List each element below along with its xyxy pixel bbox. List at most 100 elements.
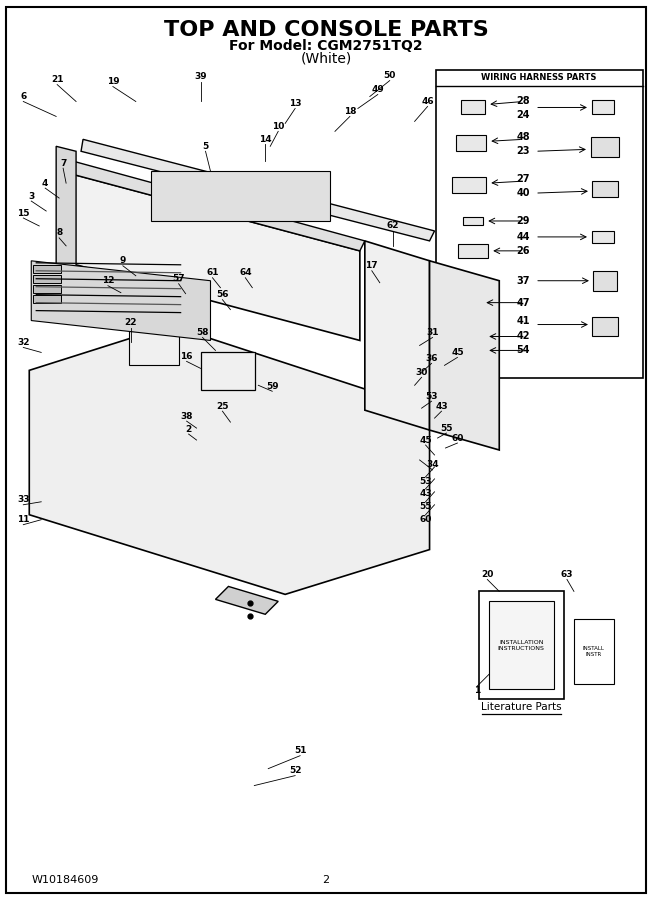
Bar (33, 284, 61, 292)
Text: 12: 12 (102, 276, 114, 285)
Bar (592, 101, 614, 114)
Bar (462, 101, 485, 114)
Text: 13: 13 (289, 99, 301, 108)
Text: 63: 63 (561, 570, 573, 579)
Bar (464, 217, 483, 225)
Text: 46: 46 (421, 97, 434, 106)
Text: 31: 31 (426, 328, 439, 337)
Text: 45: 45 (451, 348, 464, 357)
Text: 39: 39 (194, 72, 207, 81)
Bar (452, 177, 486, 194)
Text: 29: 29 (516, 216, 530, 226)
Text: 40: 40 (516, 188, 530, 198)
Text: 4: 4 (42, 178, 48, 187)
Text: 53: 53 (425, 392, 437, 400)
Text: 60: 60 (419, 515, 432, 524)
Text: 52: 52 (289, 766, 301, 775)
Text: 60: 60 (451, 434, 464, 443)
Text: 43: 43 (419, 490, 432, 499)
Text: 38: 38 (181, 411, 193, 420)
Bar (129, 330, 179, 365)
Bar (489, 601, 554, 689)
Text: 33: 33 (17, 495, 29, 504)
Text: 17: 17 (366, 261, 378, 270)
Polygon shape (430, 261, 499, 450)
Text: 49: 49 (372, 85, 384, 94)
Bar (33, 265, 61, 273)
Text: 42: 42 (516, 331, 530, 341)
Text: INSTALLATION
INSTRUCTIONS: INSTALLATION INSTRUCTIONS (497, 640, 544, 651)
Polygon shape (215, 587, 278, 615)
Text: 53: 53 (419, 477, 432, 486)
Text: 2: 2 (185, 425, 192, 434)
Text: 54: 54 (516, 346, 530, 356)
Text: 1: 1 (474, 687, 481, 696)
Bar (33, 274, 61, 283)
Text: 23: 23 (516, 147, 530, 157)
Text: 8: 8 (56, 229, 63, 238)
Text: 48: 48 (516, 132, 530, 142)
Text: 21: 21 (51, 75, 63, 84)
Polygon shape (61, 159, 365, 251)
Text: 47: 47 (516, 298, 530, 308)
Polygon shape (31, 261, 211, 340)
Text: 15: 15 (17, 209, 29, 218)
Text: 55: 55 (419, 502, 432, 511)
Text: 58: 58 (196, 328, 209, 337)
Bar (592, 181, 617, 197)
Text: 25: 25 (216, 401, 229, 410)
Text: 34: 34 (426, 461, 439, 470)
Text: 59: 59 (266, 382, 278, 391)
Text: 45: 45 (419, 436, 432, 445)
Text: 9: 9 (120, 256, 126, 266)
Text: TOP AND CONSOLE PARTS: TOP AND CONSOLE PARTS (164, 20, 488, 40)
Text: (White): (White) (301, 51, 351, 66)
Text: 57: 57 (172, 274, 185, 284)
Text: 62: 62 (387, 221, 399, 230)
Bar (462, 346, 484, 356)
Text: 2: 2 (323, 875, 329, 886)
Text: 32: 32 (17, 338, 29, 347)
Bar (462, 331, 484, 341)
Text: 16: 16 (181, 352, 193, 361)
Bar (456, 135, 486, 151)
Text: 36: 36 (425, 354, 437, 363)
Text: Literature Parts: Literature Parts (481, 702, 561, 712)
Polygon shape (61, 171, 360, 340)
Bar (458, 244, 488, 257)
Text: 30: 30 (415, 368, 428, 377)
Text: 7: 7 (60, 158, 67, 167)
Text: 11: 11 (17, 515, 29, 524)
Bar (460, 293, 482, 311)
Bar (479, 591, 564, 699)
Text: 51: 51 (294, 746, 306, 755)
Bar (593, 271, 617, 291)
Text: 14: 14 (259, 135, 272, 144)
Text: 28: 28 (516, 96, 530, 106)
Polygon shape (56, 147, 76, 271)
Text: 56: 56 (216, 290, 229, 299)
Bar (33, 294, 61, 302)
Text: 5: 5 (202, 142, 209, 151)
Bar (592, 231, 614, 243)
Bar (592, 317, 617, 337)
Text: 19: 19 (106, 77, 119, 86)
Text: 3: 3 (28, 192, 35, 201)
Bar (201, 353, 256, 391)
Text: 50: 50 (383, 71, 396, 80)
Bar (436, 69, 643, 378)
Bar (574, 619, 614, 684)
Text: 10: 10 (272, 122, 284, 130)
Polygon shape (29, 326, 430, 594)
Text: For Model: CGM2751TQ2: For Model: CGM2751TQ2 (230, 39, 422, 53)
Bar (591, 138, 619, 157)
Text: 64: 64 (239, 268, 252, 277)
Text: WIRING HARNESS PARTS: WIRING HARNESS PARTS (481, 73, 597, 82)
Text: 22: 22 (125, 318, 137, 327)
Text: 24: 24 (516, 111, 530, 121)
Text: 18: 18 (344, 107, 356, 116)
Text: 6: 6 (20, 92, 27, 101)
Text: 20: 20 (481, 570, 494, 579)
Text: INSTALL
INSTR: INSTALL INSTR (583, 645, 605, 656)
Text: 26: 26 (516, 246, 530, 256)
